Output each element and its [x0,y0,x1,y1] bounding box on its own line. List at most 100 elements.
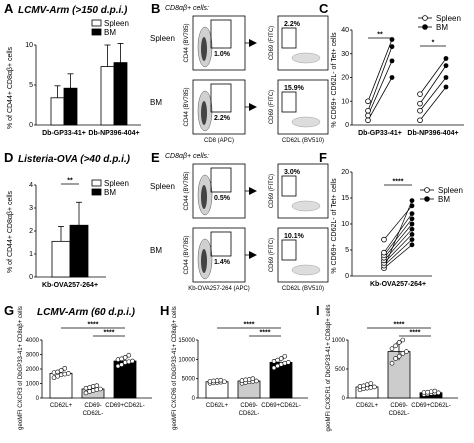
panel-d-y-tick-label: 2 [29,228,33,235]
bm-point [409,226,415,232]
legend-label: BM [436,23,448,32]
panel-f-y-tick-label: 10 [341,221,349,228]
spleen-point [381,236,387,243]
x-tick-label: Kb-OVA257-264+ [370,281,426,288]
panel-y-tick-label: 0 [36,396,40,402]
pair-line [367,77,393,121]
gate-percentage: 1.0% [214,51,231,58]
data-point [58,372,64,378]
data-point [254,378,259,384]
legend-swatch [91,188,102,196]
flow-y-label: CD69 (FITC) [269,26,275,60]
flow-y-label: CD44 (BV785) [184,87,190,126]
flow-y-label: CD44 (BV785) [184,23,190,62]
x-tick-label: Kb-OVA257-264+ [42,282,98,289]
chart-panel-i: geoMFI CX3CR1 of DbGP33-41+ CD8αβ+ cells… [326,305,458,432]
data-point [218,377,224,383]
pair-line [383,213,413,253]
flow-y-label: CD44 (BV785) [184,235,190,274]
significance-label: **** [244,322,255,329]
row-label: BM [150,98,162,107]
panel-d-y-tick-label: 3 [29,205,33,212]
legend-label: Spleen [438,186,463,195]
flow-gate [210,231,232,257]
legend-marker [424,196,430,202]
flow-y-label: CD44 (BV785) [184,171,190,210]
panel-c-y-tick-label: 20 [341,75,349,82]
panel-y-tick-label: 500 [335,367,346,373]
flow-population [291,200,321,212]
spleen-point [417,117,423,124]
bm-point [409,232,415,237]
row-label: Spleen [150,34,175,43]
data-point [286,360,291,365]
bm-point [409,221,415,227]
panel-letter-b: B [151,1,160,16]
flow-population-core [201,37,207,61]
spleen-point [381,249,387,256]
panel-c-y-tick-label: 40 [341,27,349,34]
data-point [271,365,277,371]
data-point [400,351,406,356]
spleen-point [365,107,371,114]
data-point [98,386,103,392]
bm-point [443,63,449,69]
gate-percentage: 2.2% [214,115,231,122]
y-axis-label: % of CD44+ CD8αβ+ cells [7,191,14,273]
panel-c-y-tick-label: 0 [345,122,349,129]
data-point [396,340,402,345]
panel-y-tick-label: 1000 [332,338,346,344]
y-axis-label: % CD69+ CD62L- of Tet+ cells [331,32,338,128]
flow-panel-b: CD8αβ+ cells: Spleen CD44 (BV785) 1.0% CD69 … [150,5,329,144]
bar-bm [113,62,128,126]
flow-population-core [201,249,207,273]
panel-y-tick-label: 3000 [26,353,40,359]
data-point [115,357,121,362]
y-axis-label: % of CD44+ CD8αβ+ cells [7,47,14,129]
gate-title: CD8αβ+ cells: [165,5,209,12]
bm-point [389,75,395,80]
data-point [404,349,409,354]
flow-x-label: CD8 (APC) [204,138,234,144]
pair-line [383,234,413,264]
panel-f-y-tick-label: 0 [345,273,349,280]
y-axis-label: geoMFI CX3CR1 of DbGP33-41+ CD8αβ+ cells [326,305,332,432]
row-label: BM [150,246,162,255]
spleen-point [365,112,371,119]
pair-line [383,218,413,256]
x-tick-label: Db-GP33-41+ [42,130,86,137]
y-axis-label: geoMFI CXCR3 of DbGP33-41+ CD8αβ+ cells [18,306,24,430]
bm-point [409,242,415,248]
panel-c-y-tick-label: 30 [341,51,349,58]
pair-line [383,223,413,259]
pair-line [419,65,447,104]
data-point [436,390,441,396]
bar-spleen [100,66,115,126]
x-tick-label-line2: CD62L- [239,411,260,417]
x-tick-label: CD69- [390,403,407,409]
chart-panel-d: Listeria-OVA (>40 d.p.i.) % of CD44+ CD8α… [7,154,131,289]
bm-point [409,216,415,222]
data-point [66,371,71,376]
flow-population [291,116,321,128]
data-point [58,368,64,373]
pair-line [367,46,393,111]
flow-x-label: Kb-OVA257-264 (APC) [188,286,250,292]
chart-panel-a: LCMV-Arm (>150 d.p.i.) % of CD44+ CD8αβ+ … [7,5,141,137]
x-tick-label: CD62L+ [206,403,229,409]
bar-spleen [51,240,71,278]
legend-label: Spleen [104,19,129,28]
gate-arrow [249,251,257,259]
data-point [62,371,68,377]
x-tick-label: CD62L+ [356,403,379,409]
pair-line [383,200,413,269]
data-point [126,352,132,358]
pair-line [419,86,447,121]
spleen-point [365,98,371,105]
legend-marker [424,187,430,193]
panel-f-y-tick-label: 15 [341,195,349,202]
spleen-point [365,117,371,124]
data-point [393,356,398,361]
flow-population [291,52,321,64]
bar-spleen [50,97,65,126]
